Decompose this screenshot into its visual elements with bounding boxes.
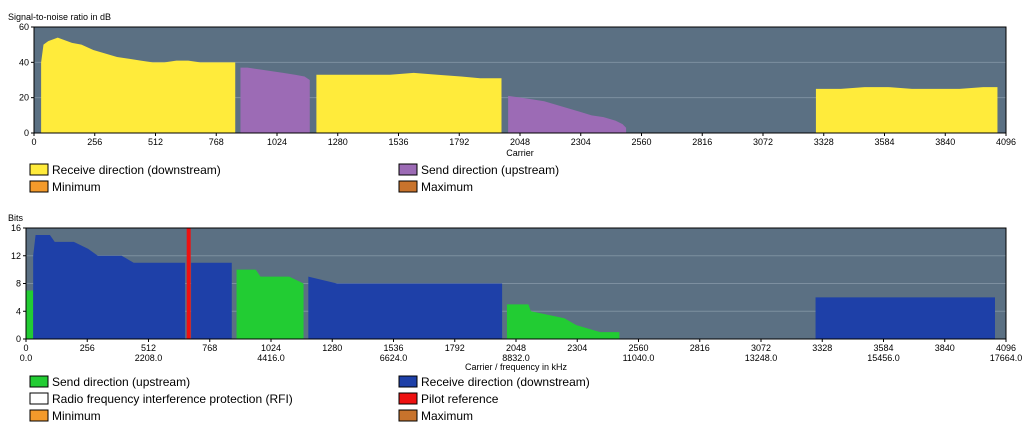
- snr-x-tick-label: 2816: [692, 137, 712, 147]
- snr-legend-label: Minimum: [52, 180, 101, 194]
- snr-x-tick-label: 1024: [267, 137, 287, 147]
- bits-x-axis-label: Carrier / frequency in kHz: [465, 362, 568, 372]
- bits-y-tick-label: 8: [16, 279, 21, 289]
- snr-x-tick-label: 0: [31, 137, 36, 147]
- bits-legend-swatch: [398, 409, 418, 422]
- bits-x-tick-khz-label: 11040.0: [623, 353, 655, 363]
- snr-series-0-area-2: [815, 87, 998, 133]
- snr-x-tick-label: 3072: [753, 137, 773, 147]
- bits-x-tick-label: 3072: [751, 343, 771, 353]
- snr-legend-swatch: [29, 163, 49, 176]
- snr-x-tick-label: 768: [209, 137, 224, 147]
- bits-series-1-area-0: [33, 234, 186, 339]
- bits-pilot-reference-marker: [186, 228, 191, 339]
- snr-legend-swatch: [398, 163, 418, 176]
- bits-x-tick-label: 1792: [445, 343, 465, 353]
- snr-x-tick-label: 1536: [388, 137, 408, 147]
- bits-x-tick-label: 1024: [261, 343, 281, 353]
- bits-x-tick-khz-label: 8832.0: [502, 353, 530, 363]
- bits-x-tick-label: 1536: [383, 343, 403, 353]
- bits-legend-swatch: [398, 375, 418, 388]
- snr-x-tick-label: 256: [87, 137, 102, 147]
- snr-legend-swatch: [29, 180, 49, 193]
- bits-legend-swatch: [29, 392, 49, 405]
- bits-legend-label: Maximum: [421, 409, 473, 423]
- bits-x-tick-label: 2816: [690, 343, 710, 353]
- snr-y-tick-label: 60: [19, 22, 29, 32]
- bits-series-1-area-3: [815, 297, 995, 339]
- bits-y-axis-label: Bits: [8, 213, 24, 223]
- bits-series-0-area-0: [26, 290, 34, 339]
- bits-x-tick-khz-label: 0.0: [20, 353, 33, 363]
- snr-y-tick-label: 40: [19, 57, 29, 67]
- bits-x-tick-label: 2048: [506, 343, 526, 353]
- bits-x-tick-khz-label: 15456.0: [867, 353, 900, 363]
- bits-y-tick-label: 4: [16, 306, 21, 316]
- bits-x-tick-label: 2304: [567, 343, 587, 353]
- snr-x-axis-label: Carrier: [506, 148, 534, 158]
- bits-x-tick-label: 1280: [322, 343, 342, 353]
- snr-y-axis-label: Signal-to-noise ratio in dB: [8, 12, 111, 22]
- bits-x-tick-label: 512: [141, 343, 156, 353]
- snr-x-tick-label: 3840: [935, 137, 955, 147]
- snr-x-tick-label: 3328: [814, 137, 834, 147]
- snr-series-0-area-1: [316, 72, 502, 133]
- snr-legend-label: Receive direction (downstream): [52, 163, 221, 177]
- snr-x-tick-label: 2048: [510, 137, 530, 147]
- bits-x-tick-khz-label: 2208.0: [135, 353, 163, 363]
- snr-series-0-area-0: [41, 37, 236, 133]
- bits-legend-swatch: [29, 409, 49, 422]
- snr-legend-swatch: [398, 180, 418, 193]
- snr-x-tick-label: 3584: [874, 137, 894, 147]
- bits-x-tick-label: 2560: [628, 343, 648, 353]
- bits-x-tick-khz-label: 6624.0: [380, 353, 408, 363]
- bits-x-tick-label: 3840: [935, 343, 955, 353]
- bits-x-tick-khz-label: 13248.0: [745, 353, 778, 363]
- bits-series-0-area-2: [506, 304, 620, 339]
- bits-series-0-area-1: [236, 269, 304, 339]
- bits-x-tick-khz-label: 4416.0: [257, 353, 285, 363]
- snr-legend-label: Maximum: [421, 180, 473, 194]
- bits-legend-label: Radio frequency interference protection …: [52, 392, 293, 406]
- bits-legend-label: Pilot reference: [421, 392, 499, 406]
- snr-x-tick-label: 1792: [449, 137, 469, 147]
- bits-legend-swatch: [29, 375, 49, 388]
- bits-x-tick-label: 768: [202, 343, 217, 353]
- bits-y-tick-label: 0: [16, 334, 21, 344]
- bits-legend-label: Send direction (upstream): [52, 375, 190, 389]
- snr-x-tick-label: 512: [148, 137, 163, 147]
- snr-legend-label: Send direction (upstream): [421, 163, 559, 177]
- snr-y-tick-label: 20: [19, 93, 29, 103]
- bits-legend-swatch: [398, 392, 418, 405]
- snr-x-tick-label: 2304: [571, 137, 591, 147]
- bits-x-tick-label: 4096: [996, 343, 1016, 353]
- snr-series-1-area-0: [240, 67, 310, 133]
- snr-y-tick-label: 0: [24, 128, 29, 138]
- bits-legend-label: Receive direction (downstream): [421, 375, 590, 389]
- snr-series-1-area-1: [508, 95, 627, 133]
- bits-series-1-area-1: [191, 262, 232, 339]
- bits-legend-label: Minimum: [52, 409, 101, 423]
- snr-x-tick-label: 1280: [328, 137, 348, 147]
- bits-y-tick-label: 12: [11, 251, 21, 261]
- bits-series-1-area-2: [308, 276, 503, 339]
- snr-x-tick-label: 4096: [996, 137, 1016, 147]
- bits-x-tick-label: 3584: [873, 343, 893, 353]
- bits-x-tick-label: 0: [23, 343, 28, 353]
- bits-x-tick-label: 256: [80, 343, 95, 353]
- snr-x-tick-label: 2560: [631, 137, 651, 147]
- bits-x-tick-label: 3328: [812, 343, 832, 353]
- bits-x-tick-khz-label: 17664.0: [990, 353, 1023, 363]
- bits-y-tick-label: 16: [11, 223, 21, 233]
